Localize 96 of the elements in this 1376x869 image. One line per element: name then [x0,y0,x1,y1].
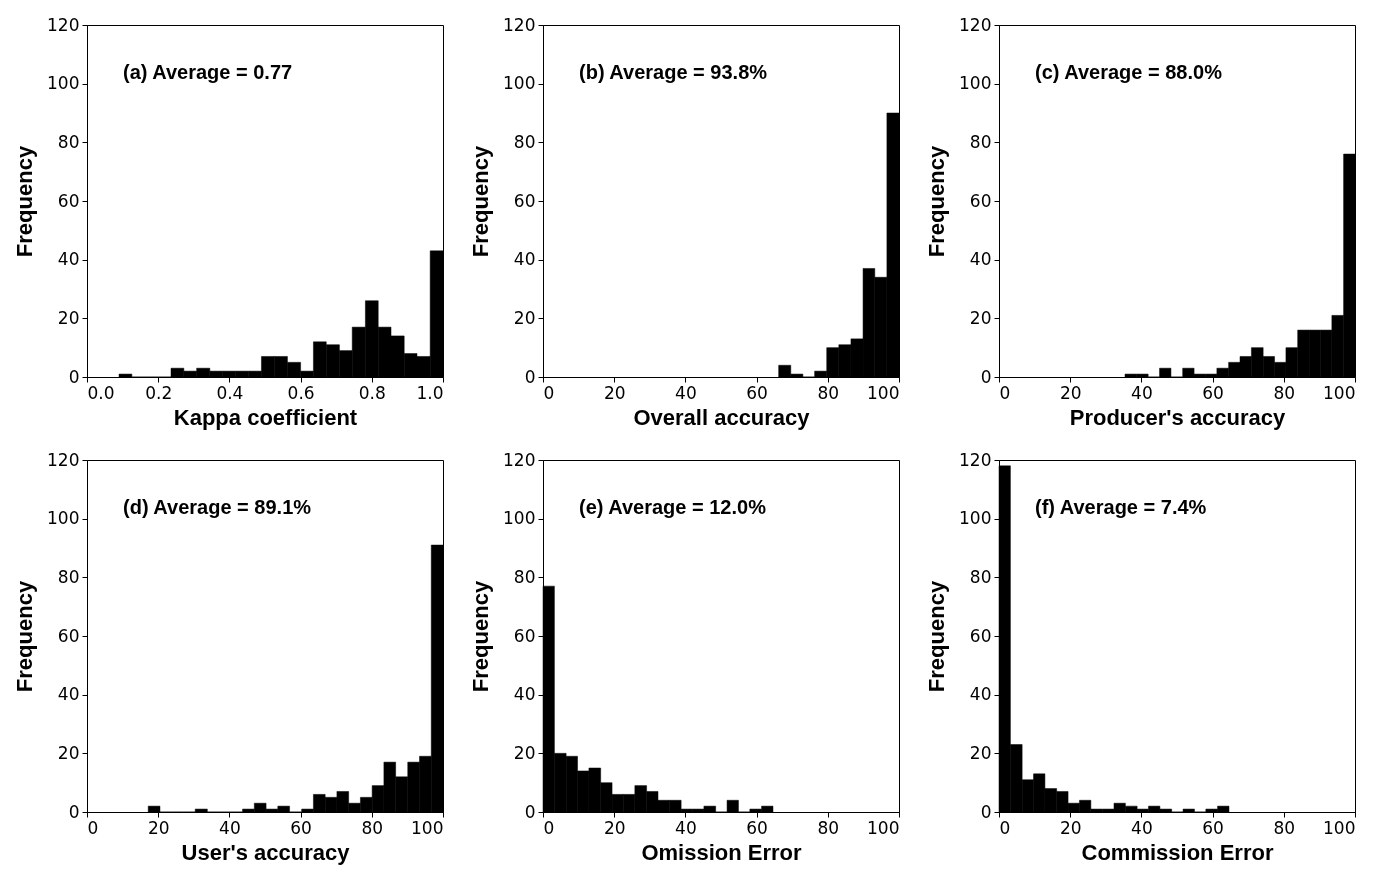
y-tick-label: 100 [959,73,992,94]
y-tick-label: 0 [980,801,992,822]
y-tick-label: 120 [959,449,992,470]
y-tick-label: 120 [47,449,80,470]
y-tick-label: 120 [503,14,536,35]
x-tick-label: 0.6 [287,382,315,403]
y-tick-label: 60 [969,625,992,646]
x-tick-label: 60 [746,382,768,403]
x-tick-label: 0.2 [145,382,173,403]
x-tick-label: 0 [999,382,1011,403]
y-tick-label: 100 [959,508,992,529]
x-tick-label: 40 [1131,382,1153,403]
y-axis-title: Frequency [468,580,494,693]
x-axis-title: Kappa coefficient [173,404,358,430]
y-tick-label: 40 [969,684,992,705]
y-tick-label: 20 [513,307,536,328]
x-axis-title: Producer's accuracy [1069,404,1287,430]
x-tick-label: 80 [1273,382,1296,403]
y-axis-title: Frequency [12,145,38,258]
x-tick-label: 100 [867,817,900,838]
y-tick-label: 120 [47,14,80,35]
y-tick-label: 0 [68,366,80,387]
y-tick-label: 20 [513,742,536,763]
y-tick-label: 100 [503,73,536,94]
y-tick-label: 60 [57,190,80,211]
annotation: (a) Average = 0.77 [123,61,293,83]
y-tick-label: 40 [513,249,536,270]
annotation: (d) Average = 89.1% [123,496,312,518]
y-tick-label: 20 [57,307,80,328]
x-tick-label: 20 [1059,817,1082,838]
y-axis-title: Frequency [12,580,38,693]
y-tick-label: 40 [969,249,992,270]
x-tick-label: 80 [361,817,384,838]
x-tick-label: 20 [603,382,626,403]
y-tick-label: 120 [959,14,992,35]
x-tick-label: 100 [1323,817,1356,838]
x-tick-label: 80 [817,382,840,403]
y-tick-label: 60 [513,190,536,211]
y-tick-label: 100 [503,508,536,529]
y-tick-label: 80 [969,566,992,587]
y-tick-label: 0 [524,801,536,822]
y-tick-label: 40 [513,684,536,705]
x-tick-label: 60 [1202,382,1224,403]
y-tick-label: 120 [503,449,536,470]
x-axis-title: Overall accuracy [633,404,811,430]
y-tick-label: 100 [47,73,80,94]
x-tick-label: 20 [147,817,170,838]
x-axis-title: User's accuracy [181,839,351,865]
annotation: (b) Average = 93.8% [579,61,768,83]
y-tick-label: 20 [57,742,80,763]
y-tick-label: 0 [68,801,80,822]
x-tick-label: 40 [675,817,697,838]
x-tick-label: 60 [746,817,768,838]
y-tick-label: 80 [57,566,80,587]
annotation: (e) Average = 12.0% [579,496,767,518]
x-tick-label: 0 [543,817,555,838]
x-tick-label: 100 [1323,382,1356,403]
y-tick-label: 100 [47,508,80,529]
x-tick-label: 0.4 [216,382,244,403]
x-axis-title: Commission Error [1081,839,1274,865]
y-tick-label: 80 [513,566,536,587]
y-tick-label: 20 [969,742,992,763]
y-tick-label: 60 [57,625,80,646]
x-tick-label: 1.0 [416,382,444,403]
x-tick-label: 0.8 [358,382,386,403]
y-axis-title: Frequency [468,145,494,258]
y-tick-label: 60 [513,625,536,646]
x-tick-label: 100 [867,382,900,403]
x-tick-label: 0 [543,382,555,403]
x-axis-title: Omission Error [641,839,803,865]
y-tick-label: 0 [524,366,536,387]
y-tick-label: 0 [980,366,992,387]
y-axis-title: Frequency [924,145,950,258]
x-tick-label: 0.0 [87,382,115,403]
y-tick-label: 80 [57,131,80,152]
x-tick-label: 20 [603,817,626,838]
annotation: (f) Average = 7.4% [1035,496,1207,518]
x-tick-label: 0 [87,817,99,838]
y-axis-title: Frequency [924,580,950,693]
y-tick-label: 20 [969,307,992,328]
x-tick-label: 40 [675,382,697,403]
x-tick-label: 60 [1202,817,1224,838]
x-tick-label: 60 [290,817,312,838]
x-tick-label: 40 [1131,817,1153,838]
x-tick-label: 40 [219,817,241,838]
annotation: (c) Average = 88.0% [1035,61,1223,83]
y-tick-label: 60 [969,190,992,211]
y-tick-label: 40 [57,684,80,705]
x-tick-label: 0 [999,817,1011,838]
x-tick-label: 80 [817,817,840,838]
x-tick-label: 80 [1273,817,1296,838]
y-tick-label: 80 [969,131,992,152]
x-tick-label: 20 [1059,382,1082,403]
y-tick-label: 40 [57,249,80,270]
y-tick-label: 80 [513,131,536,152]
x-tick-label: 100 [411,817,444,838]
